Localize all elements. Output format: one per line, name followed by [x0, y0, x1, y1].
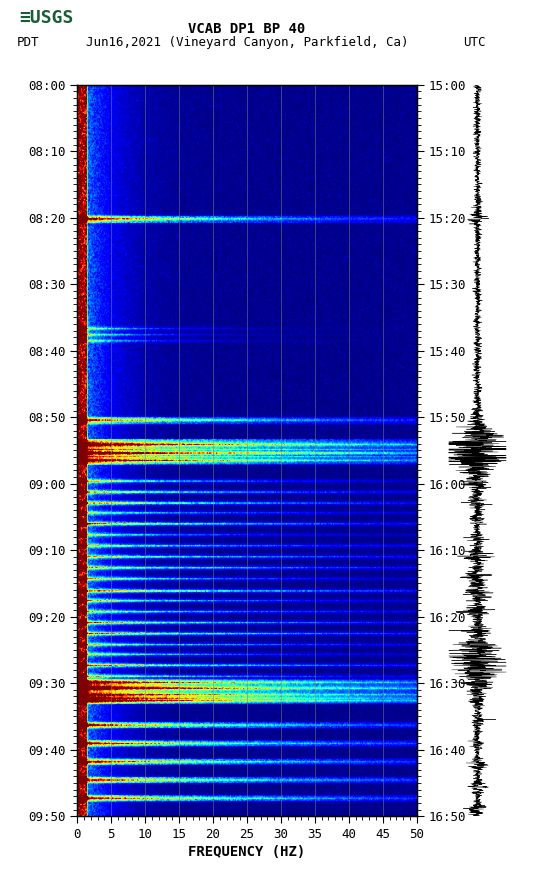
- X-axis label: FREQUENCY (HZ): FREQUENCY (HZ): [188, 845, 306, 859]
- Text: UTC: UTC: [463, 36, 486, 49]
- Text: Jun16,2021 (Vineyard Canyon, Parkfield, Ca): Jun16,2021 (Vineyard Canyon, Parkfield, …: [86, 36, 408, 49]
- Text: VCAB DP1 BP 40: VCAB DP1 BP 40: [188, 21, 306, 36]
- Text: ≡USGS: ≡USGS: [19, 9, 74, 27]
- Text: PDT: PDT: [17, 36, 39, 49]
